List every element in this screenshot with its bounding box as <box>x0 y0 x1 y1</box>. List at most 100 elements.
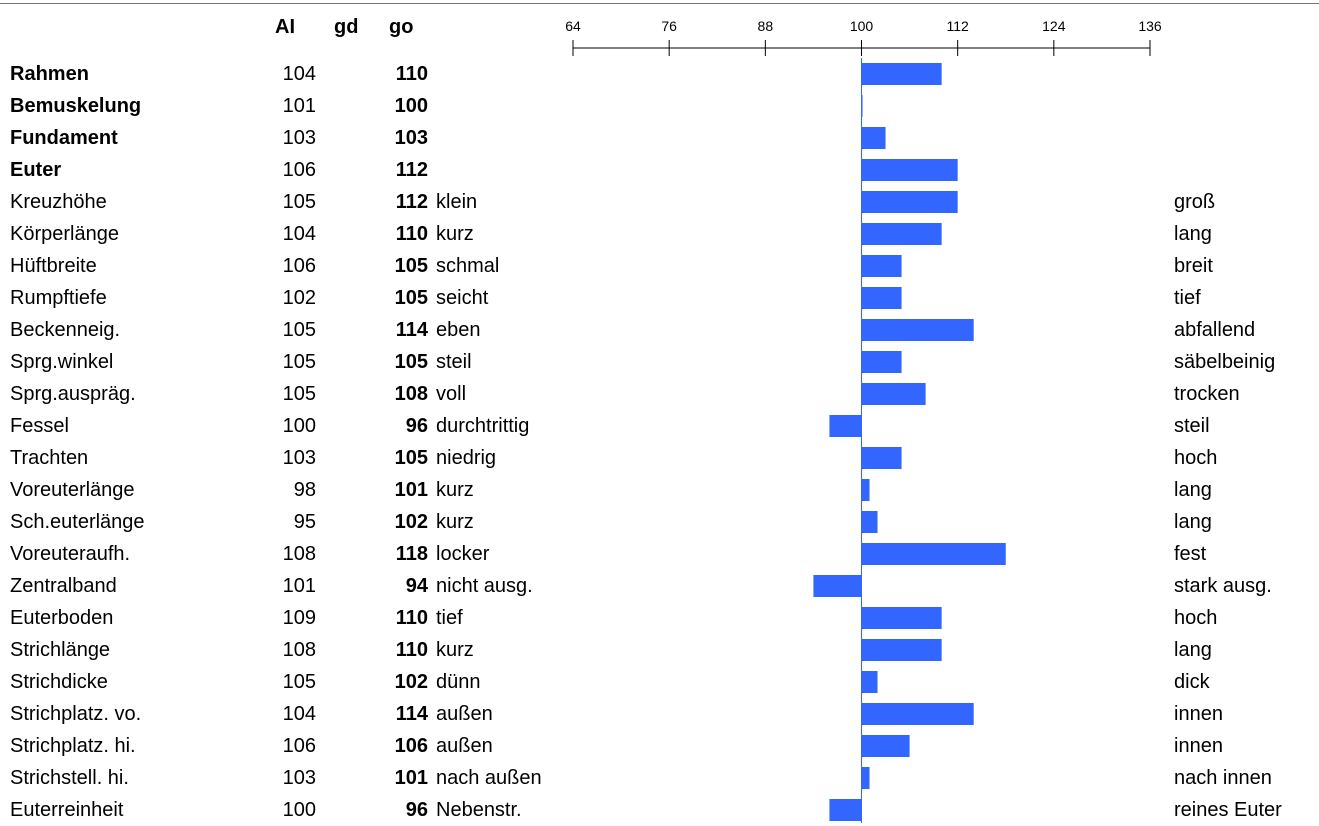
table-row: Euterreinheit 100 96 Nebenstr. reines Euter <box>0 794 1319 826</box>
ai-value: 104 <box>282 703 316 725</box>
ai-value: 106 <box>282 735 316 757</box>
bar <box>861 671 878 693</box>
header-go: go <box>389 16 414 38</box>
table-row: Voreuterlänge 98 101 kurz lang <box>0 474 1319 506</box>
axis-tick-label: 64 <box>565 18 581 34</box>
ai-value: 95 <box>293 511 316 533</box>
low-pole-label: niedrig <box>436 447 497 469</box>
high-pole-label: reines Euter <box>1174 799 1282 821</box>
trait-name: Zentralband <box>10 575 117 597</box>
go-value: 112 <box>395 159 428 181</box>
high-pole-label: steil <box>1174 415 1210 437</box>
high-pole-label: dick <box>1174 671 1210 693</box>
bar <box>813 575 862 597</box>
bar <box>861 383 926 405</box>
bar <box>861 319 974 341</box>
high-pole-label: nach innen <box>1174 767 1272 789</box>
high-pole-label: lang <box>1174 511 1212 533</box>
bar <box>861 639 942 661</box>
table-row: Euterboden 109 110 tief hoch <box>0 602 1319 634</box>
high-pole-label: abfallend <box>1174 319 1256 341</box>
low-pole-label: kurz <box>436 479 474 501</box>
high-pole-label: lang <box>1174 479 1212 501</box>
high-pole-label: hoch <box>1174 607 1218 629</box>
high-pole-label: innen <box>1174 735 1223 757</box>
ai-value: 105 <box>282 191 316 213</box>
go-value: 110 <box>395 223 428 245</box>
trait-name: Sprg.auspräg. <box>10 383 136 405</box>
go-value: 105 <box>394 351 428 373</box>
go-value: 101 <box>394 479 428 501</box>
ai-value: 101 <box>282 575 316 597</box>
go-value: 102 <box>394 671 428 693</box>
bar <box>861 767 870 789</box>
go-value: 105 <box>394 287 428 309</box>
low-pole-label: außen <box>436 703 493 725</box>
low-pole-label: kurz <box>436 639 474 661</box>
ai-value: 103 <box>282 767 316 789</box>
go-value: 112 <box>395 191 428 213</box>
trait-name: Kreuzhöhe <box>10 191 107 213</box>
low-pole-label: kurz <box>436 511 474 533</box>
ai-value: 108 <box>282 639 316 661</box>
ai-value: 104 <box>282 63 316 85</box>
ai-value: 105 <box>282 319 316 341</box>
bar <box>861 447 902 469</box>
low-pole-label: kurz <box>436 223 474 245</box>
bar <box>861 287 902 309</box>
low-pole-label: Nebenstr. <box>436 799 522 821</box>
low-pole-label: tief <box>436 607 463 629</box>
ai-value: 106 <box>282 255 316 277</box>
axis-tick-label: 88 <box>758 18 774 34</box>
low-pole-label: steil <box>436 351 472 373</box>
go-value: 100 <box>394 95 428 117</box>
low-pole-label: voll <box>436 383 467 405</box>
trait-name: Bemuskelung <box>10 95 142 117</box>
trait-name: Euterboden <box>10 607 114 629</box>
trait-name: Strichstell. hi. <box>10 767 129 789</box>
bar <box>829 415 862 437</box>
bar <box>861 63 942 85</box>
trait-name: Voreuteraufh. <box>10 543 131 565</box>
bar <box>861 127 886 149</box>
high-pole-label: hoch <box>1174 447 1218 469</box>
table-row: Trachten 103 105 niedrig hoch <box>0 442 1319 474</box>
axis-tick-label: 112 <box>947 18 970 34</box>
high-pole-label: tief <box>1174 287 1201 309</box>
low-pole-label: durchtrittig <box>436 415 530 437</box>
bar <box>861 511 878 533</box>
low-pole-label: dünn <box>436 671 481 693</box>
bar <box>861 543 1006 565</box>
go-value: 114 <box>395 319 428 341</box>
ai-value: 103 <box>282 127 316 149</box>
bar <box>861 479 870 501</box>
go-value: 106 <box>394 735 428 757</box>
bar <box>861 95 863 117</box>
ai-value: 109 <box>282 607 316 629</box>
table-row: Kreuzhöhe 105 112 klein groß <box>0 186 1319 218</box>
table-row: Strichlänge 108 110 kurz lang <box>0 634 1319 666</box>
axis-tick-label: 100 <box>850 18 874 34</box>
header-gd: gd <box>334 16 359 38</box>
top-border-line <box>0 3 1319 4</box>
go-value: 96 <box>405 799 428 821</box>
go-value: 110 <box>395 639 428 661</box>
table-row: Beckenneig. 105 114 eben abfallend <box>0 314 1319 346</box>
ai-value: 102 <box>282 287 316 309</box>
table-row: Bemuskelung 101 100 <box>0 90 1319 122</box>
go-value: 110 <box>395 63 428 85</box>
table-row: Rahmen 104 110 <box>0 58 1319 90</box>
header-ai: AI <box>275 16 295 38</box>
trait-name: Strichplatz. hi. <box>10 735 136 757</box>
ai-value: 105 <box>282 671 316 693</box>
bar <box>861 735 910 757</box>
trait-name: Voreuterlänge <box>10 479 135 501</box>
table-row: Hüftbreite 106 105 schmal breit <box>0 250 1319 282</box>
go-value: 102 <box>394 511 428 533</box>
low-pole-label: klein <box>436 191 478 213</box>
trait-name: Beckenneig. <box>10 319 121 341</box>
table-row: Fessel 100 96 durchtrittig steil <box>0 410 1319 442</box>
trait-name: Trachten <box>10 447 89 469</box>
ai-value: 104 <box>282 223 316 245</box>
